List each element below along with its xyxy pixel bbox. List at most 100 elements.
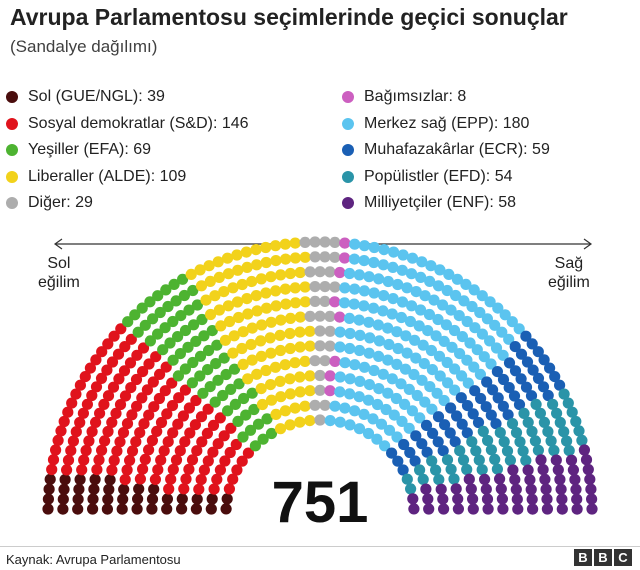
seat-dot	[238, 392, 250, 405]
seat-dot	[339, 282, 351, 294]
seat-dot	[130, 373, 143, 386]
seat-dot	[222, 300, 234, 312]
seat-dot	[231, 296, 244, 308]
seat-dot	[476, 464, 488, 476]
seat-dot	[431, 387, 443, 399]
seat-dot	[372, 319, 384, 331]
seat-dot	[548, 444, 560, 457]
seat-dot	[284, 327, 296, 340]
seat-dot	[362, 394, 375, 406]
seat-dot	[90, 381, 103, 393]
seat-dot	[415, 304, 427, 316]
seat-dot	[102, 425, 114, 438]
seat-dot	[421, 446, 433, 458]
seat-dot	[179, 324, 192, 337]
footer-divider	[0, 546, 640, 547]
seat-dot	[467, 503, 479, 515]
legend-marker	[342, 117, 354, 130]
seat-dot	[91, 464, 103, 476]
seat-dot	[117, 427, 130, 439]
seat-dot	[223, 483, 235, 495]
seat-dot	[510, 483, 522, 495]
seat-dot	[545, 435, 557, 447]
seat-dot	[520, 381, 533, 393]
seat-dot	[160, 284, 172, 296]
seat-dot	[457, 454, 470, 466]
seat-dot	[42, 503, 54, 515]
seat-dot	[408, 503, 420, 515]
seat-dot	[241, 261, 253, 273]
seat-dot	[309, 281, 321, 293]
seat-dot	[481, 313, 493, 325]
seat-dot	[413, 320, 425, 332]
seat-dot	[202, 455, 214, 467]
seat-dot	[155, 416, 168, 429]
seat-dot	[251, 259, 263, 271]
seat-dot	[492, 302, 504, 314]
seat-dot	[502, 409, 514, 421]
seat-dot	[344, 388, 356, 400]
seat-dot	[387, 293, 399, 305]
seat-dot	[179, 384, 191, 396]
seat-dot	[304, 370, 316, 382]
seat-dot	[206, 493, 218, 505]
seat-dot	[162, 436, 174, 448]
seat-dot	[257, 433, 269, 445]
seat-dot	[348, 253, 360, 265]
seat-dot	[289, 357, 301, 369]
seat-dot	[137, 366, 149, 378]
seat-dot	[167, 427, 179, 439]
seat-dot	[570, 483, 582, 495]
seat-dot	[174, 445, 186, 457]
legend-item: Bağımsızlar: 8	[342, 84, 550, 111]
seat-dot	[329, 281, 341, 293]
legend-label: Bağımsızlar: 8	[364, 88, 467, 106]
seat-dot	[126, 409, 138, 421]
seat-dot	[512, 503, 524, 515]
seat-dot	[275, 314, 287, 326]
seat-dot	[404, 446, 416, 459]
seat-dot	[213, 271, 225, 283]
seat-dot	[525, 483, 537, 496]
seat-dot	[576, 434, 588, 446]
seat-dot	[496, 326, 508, 338]
seat-dot	[448, 473, 460, 485]
seat-dot	[353, 344, 366, 357]
seat-dot	[203, 260, 215, 272]
seat-dot	[395, 311, 407, 324]
seat-dot	[420, 419, 433, 431]
seat-dot	[87, 493, 99, 505]
legend-left: Sol (GUE/NGL): 39 Sosyal demokratlar (S&…	[6, 84, 249, 217]
chart-title: Avrupa Parlamentosu seçimlerinde geçici …	[10, 4, 568, 30]
seat-dot	[93, 454, 105, 466]
seat-dot	[416, 438, 428, 450]
seat-dot	[529, 435, 542, 447]
seat-dot	[353, 269, 365, 281]
seat-dot	[134, 427, 146, 439]
seat-dot	[172, 331, 184, 343]
seat-dot	[561, 435, 573, 447]
seat-dot	[299, 355, 311, 367]
seat-dot	[585, 483, 597, 495]
seat-dot	[451, 273, 463, 285]
seat-dot	[179, 436, 191, 448]
seat-dot	[108, 454, 120, 467]
seat-dot	[382, 275, 394, 288]
seat-dot	[432, 411, 445, 423]
seat-dot	[265, 427, 278, 440]
seat-dot	[218, 430, 230, 442]
seat-dot	[299, 236, 311, 248]
seat-dot	[137, 342, 150, 354]
seat-dot	[538, 416, 551, 428]
seat-dot	[88, 483, 100, 495]
seat-dot	[324, 310, 336, 322]
seat-dot	[279, 238, 291, 250]
seat-dot	[515, 373, 527, 385]
seat-dot	[472, 416, 485, 429]
seat-dot	[487, 384, 499, 396]
seat-dot	[118, 483, 130, 495]
seat-dot	[495, 483, 507, 495]
seat-dot	[434, 370, 446, 382]
seat-dot	[72, 503, 84, 515]
seat-dot	[474, 368, 486, 380]
